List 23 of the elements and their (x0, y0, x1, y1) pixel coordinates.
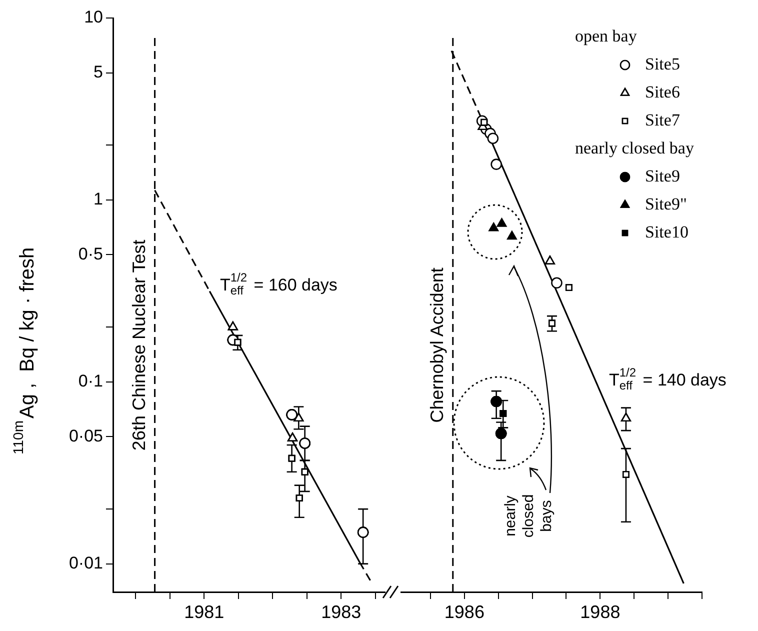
y-tick-label: 1 (94, 190, 103, 209)
x-tick-label: 1981 (184, 602, 224, 622)
legend-label: Site7 (645, 110, 680, 130)
x-tick-label: 1986 (444, 602, 484, 622)
ref-line-label: 26th Chinese Nuclear Test (128, 240, 149, 451)
legend-label: Site10 (645, 222, 688, 242)
annotation: nearly closed bay (575, 138, 694, 158)
y-tick-label: 10 (84, 8, 103, 27)
annotation: nearly closed bays (502, 494, 556, 538)
legend-label: Site5 (645, 54, 680, 74)
annotation: open bay (575, 26, 638, 46)
legend-label: Site9" (645, 194, 687, 214)
y-axis-title: 110mAg , Bq / kg · fresh (10, 247, 39, 454)
y-tick-label: 0·1 (78, 372, 103, 391)
y-tick-label: 0·01 (68, 554, 103, 573)
ref-line-label: Chernobyl Accident (426, 268, 447, 423)
y-tick-label: 0·5 (78, 244, 103, 264)
legend-label: Site6 (645, 82, 680, 102)
legend-label: Site9 (645, 166, 680, 186)
x-tick-label: 1988 (580, 602, 620, 622)
y-tick-label: 0·05 (68, 426, 103, 446)
y-tick-label: 5 (94, 62, 103, 82)
x-tick-label: 1983 (321, 602, 362, 622)
